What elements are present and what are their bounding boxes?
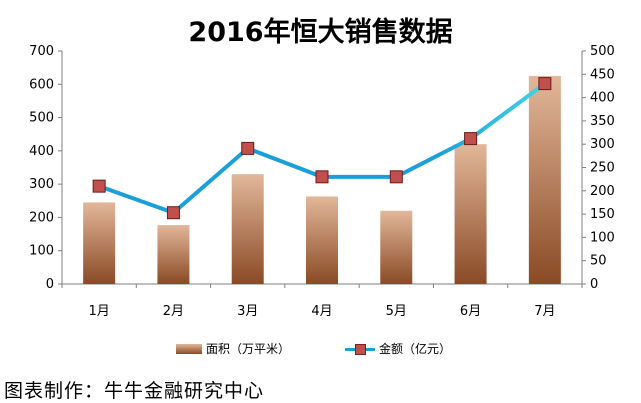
bar-area (528, 75, 561, 284)
x-tick-label: 7月 (534, 304, 555, 319)
bar-area (231, 174, 264, 284)
y-tick-label-left: 200 (29, 210, 54, 225)
x-tick-label: 6月 (460, 304, 481, 319)
legend-swatch-bar (176, 343, 202, 354)
legend-item-amount: 金额（亿元） (345, 340, 451, 357)
line-marker (464, 132, 478, 146)
bar-area (380, 210, 413, 284)
bar-area (157, 225, 190, 284)
line-marker (241, 141, 255, 155)
y-tick-label-right: 300 (590, 137, 615, 152)
y-tick-label-left: 400 (29, 144, 54, 159)
y-tick-label-right: 50 (590, 254, 607, 269)
bar-area (306, 196, 338, 284)
x-tick-label: 2月 (163, 304, 184, 319)
y-tick-label-left: 700 (29, 44, 54, 59)
x-tick-label: 3月 (237, 304, 258, 319)
bar-area (454, 144, 487, 284)
y-tick-label-right: 250 (590, 161, 615, 176)
y-tick-label-right: 400 (590, 91, 615, 106)
bar-area (83, 202, 116, 284)
x-tick-label: 4月 (311, 304, 332, 319)
y-tick-label-right: 0 (590, 277, 598, 292)
y-tick-label-right: 200 (590, 184, 615, 199)
line-marker (92, 179, 106, 193)
y-tick-label-left: 100 (29, 244, 54, 259)
legend-item-area: 面积（万平米） (176, 340, 290, 357)
chart-title: 2016年恒大销售数据 (188, 17, 453, 48)
x-tick-label: 5月 (386, 304, 407, 319)
line-marker (166, 206, 180, 220)
legend-swatch-line (345, 343, 375, 355)
line-marker (315, 170, 329, 184)
y-tick-label-left: 300 (29, 177, 54, 192)
footer-credit: 图表制作：牛牛金融研究中心 (4, 380, 265, 402)
x-tick-label: 1月 (89, 304, 110, 319)
line-marker (389, 170, 403, 184)
y-tick-label-right: 100 (590, 230, 615, 245)
y-tick-label-left: 600 (29, 77, 54, 92)
legend-label-amount: 金额（亿元） (379, 342, 452, 356)
y-tick-label-right: 500 (590, 44, 615, 59)
y-tick-label-left: 0 (46, 277, 54, 292)
line-marker (538, 77, 552, 91)
y-tick-label-left: 500 (29, 111, 54, 126)
y-tick-label-right: 150 (590, 207, 615, 222)
y-tick-label-right: 450 (590, 67, 615, 82)
legend-label-area: 面积（万平米） (206, 342, 291, 356)
y-tick-label-right: 350 (590, 114, 615, 129)
